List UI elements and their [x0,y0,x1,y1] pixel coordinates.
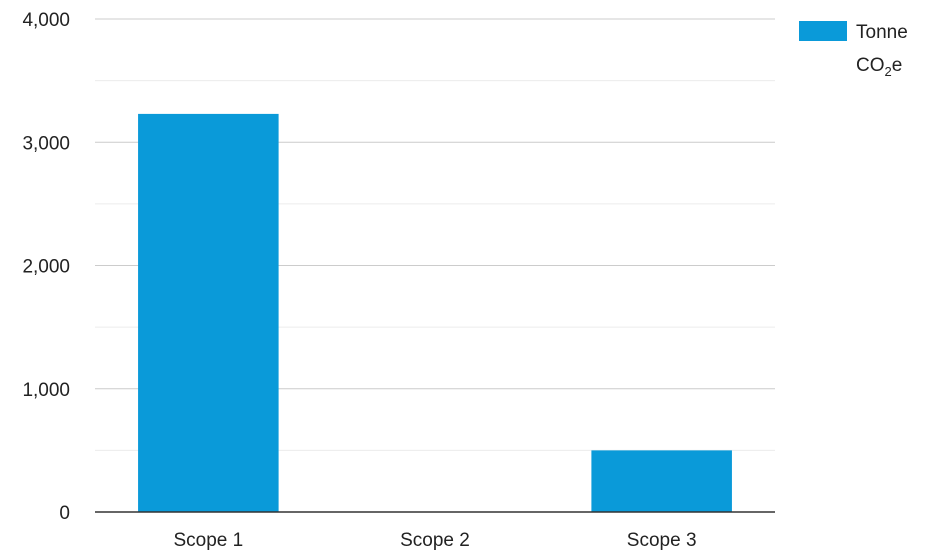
bars [138,113,732,512]
legend-label-subscript: 2 [885,64,892,79]
x-tick-label: Scope 1 [173,530,243,551]
x-tick-label: Scope 3 [627,530,697,551]
legend-label-e: e [892,55,903,76]
legend-label-co: CO [856,55,885,76]
legend-swatch [799,21,847,41]
y-axis-tick-labels: 0 1,000 2,000 3,000 4,000 [22,10,70,524]
legend-label-line2: CO2e [856,55,902,79]
y-tick-label: 1,000 [22,380,70,401]
y-tick-label: 4,000 [22,10,70,31]
y-tick-label: 2,000 [22,257,70,278]
y-tick-label: 0 [59,503,70,524]
legend-label-line1: Tonne [856,22,908,43]
bar-scope-3 [591,450,732,512]
legend: Tonne CO2e [799,21,908,79]
x-axis-tick-labels: Scope 1 Scope 2 Scope 3 [173,530,696,551]
x-tick-label: Scope 2 [400,530,470,551]
y-tick-label: 3,000 [22,133,70,154]
bar-scope-1 [138,113,279,512]
